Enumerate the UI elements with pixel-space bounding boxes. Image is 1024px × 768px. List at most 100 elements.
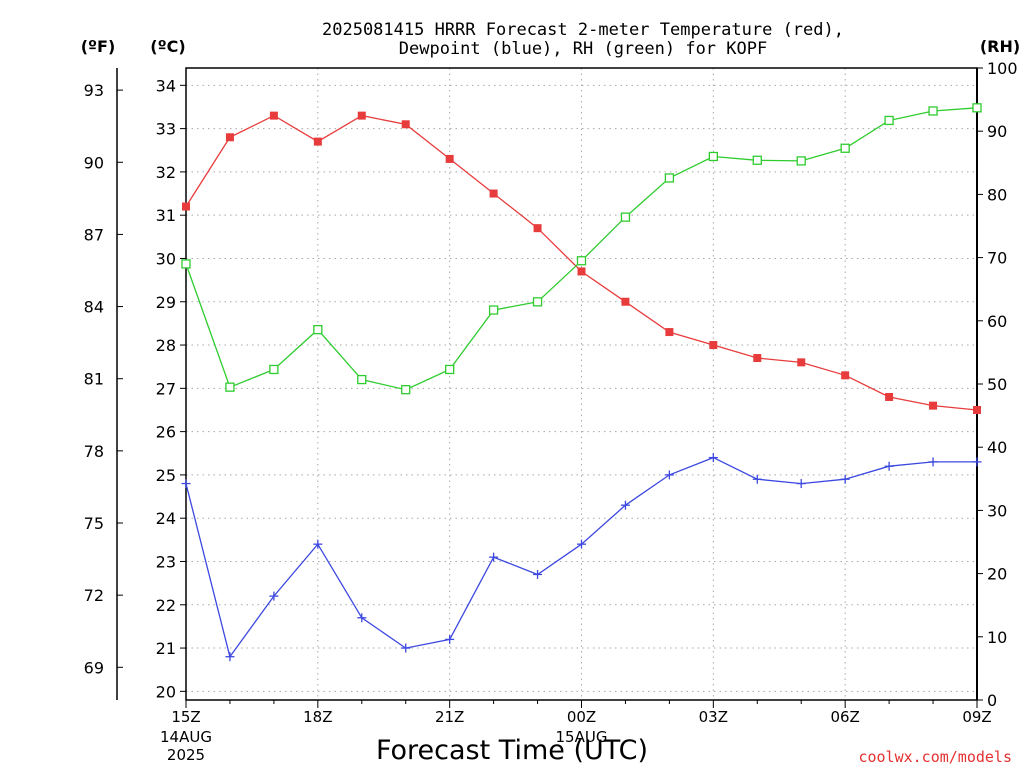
dewpoint-point <box>620 500 630 510</box>
chart-title-line2: Dewpoint (blue), RH (green) for KOPF <box>399 39 767 59</box>
fahrenheit-tick-label: 84 <box>84 298 104 317</box>
celsius-tick-label: 32 <box>156 163 176 182</box>
dewpoint-point <box>225 652 235 662</box>
rh-series <box>181 103 982 395</box>
rh-point <box>576 256 587 266</box>
credit-text: coolwx.com/models <box>858 748 1012 766</box>
celsius-tick-label: 22 <box>156 596 176 615</box>
fahrenheit-tick-label: 90 <box>84 153 104 172</box>
temperature-point <box>269 111 278 120</box>
temperature-point <box>665 328 674 337</box>
dewpoint-point <box>928 457 938 467</box>
temperature-point <box>533 224 542 233</box>
x-tick-label: 15Z <box>171 708 200 726</box>
rh-point <box>664 173 675 183</box>
axes <box>116 67 983 708</box>
rh-point <box>928 106 938 116</box>
fahrenheit-tick-label: 78 <box>84 442 104 461</box>
unit-label-rh: (RH) <box>980 37 1020 56</box>
dewpoint-point <box>664 470 674 480</box>
temperature-series <box>182 111 981 414</box>
celsius-tick-label: 25 <box>156 466 176 485</box>
x-tick-label: 18Z <box>303 708 332 726</box>
celsius-tick-label: 26 <box>156 423 176 442</box>
rh-point <box>840 143 850 153</box>
rh-point <box>532 297 543 307</box>
dewpoint-point <box>752 474 762 484</box>
rh-point <box>752 155 762 165</box>
temperature-point <box>445 154 454 163</box>
dewpoint-series <box>181 453 982 662</box>
x-tick-label: 09Z <box>962 708 991 726</box>
celsius-tick-label: 30 <box>156 249 176 268</box>
temperature-point <box>401 120 410 129</box>
rh-point <box>181 259 191 269</box>
celsius-tick-label: 33 <box>156 120 176 139</box>
temperature-point <box>489 189 498 198</box>
dewpoint-point <box>357 613 367 623</box>
dewpoint-point <box>533 569 543 579</box>
x-tick-label: 21Z <box>435 708 464 726</box>
unit-label-celsius: (ºC) <box>150 37 185 56</box>
rh-tick-label: 90 <box>987 122 1007 141</box>
tick-labels: 20 21 22 23 24 25 26 27 28 29 30 31 32 33 34 69 72 75 78 81… <box>84 59 1018 764</box>
dewpoint-point <box>445 634 455 644</box>
rh-point <box>488 305 499 315</box>
temperature-point <box>621 297 630 306</box>
dewpoint-point <box>313 539 323 549</box>
temperature-point <box>182 202 190 211</box>
rh-tick-label: 60 <box>987 312 1007 331</box>
x-tick-sublabel: 14AUG <box>160 728 212 746</box>
celsius-tick-label: 28 <box>156 336 176 355</box>
celsius-tick-label: 21 <box>156 639 176 658</box>
celsius-tick-label: 31 <box>156 206 176 225</box>
x-tick-label: 00Z <box>567 708 596 726</box>
dewpoint-point <box>489 552 499 562</box>
temperature-point <box>577 267 586 276</box>
data-series <box>181 103 982 662</box>
rh-line <box>185 107 978 391</box>
celsius-tick-label: 29 <box>156 293 176 312</box>
celsius-tick-label: 34 <box>156 76 176 95</box>
x-axis-label: Forecast Time (UTC) <box>376 735 648 766</box>
fahrenheit-tick-label: 69 <box>84 658 104 677</box>
dewpoint-point <box>840 474 850 484</box>
temperature-point <box>709 341 718 350</box>
temperature-point <box>357 111 366 120</box>
x-tick-label: 03Z <box>699 708 728 726</box>
rh-point <box>796 156 806 166</box>
rh-tick-label: 30 <box>987 501 1007 520</box>
dewpoint-point <box>577 539 586 549</box>
x-tick-sublabel: 2025 <box>167 746 205 764</box>
rh-point <box>225 382 235 392</box>
temperature-point <box>841 371 850 380</box>
rh-point <box>445 364 455 375</box>
fahrenheit-tick-label: 75 <box>84 514 104 533</box>
celsius-tick-label: 27 <box>156 379 176 398</box>
fahrenheit-tick-label: 72 <box>84 586 104 605</box>
temperature-point <box>973 405 981 414</box>
fahrenheit-tick-label: 87 <box>84 225 104 244</box>
temperature-point <box>753 354 762 363</box>
rh-point <box>708 151 718 162</box>
rh-point <box>620 212 631 222</box>
rh-tick-label: 50 <box>987 375 1007 394</box>
unit-label-fahrenheit: (ºF) <box>81 37 116 56</box>
celsius-tick-label: 20 <box>156 682 176 701</box>
dewpoint-point <box>708 453 718 463</box>
x-tick-label: 06Z <box>830 708 859 726</box>
dewpoint-point <box>401 643 411 653</box>
rh-point <box>313 324 323 335</box>
grid-lines <box>186 68 977 700</box>
rh-point <box>884 115 894 126</box>
dewpoint-point <box>972 457 982 467</box>
temperature-point <box>797 358 806 367</box>
temperature-point <box>313 137 322 146</box>
dewpoint-point <box>181 479 191 489</box>
rh-tick-label: 80 <box>987 185 1007 204</box>
chart-title-line1: 2025081415 HRRR Forecast 2-meter Tempera… <box>322 20 844 40</box>
celsius-tick-label: 24 <box>156 509 176 528</box>
fahrenheit-tick-label: 81 <box>84 370 104 389</box>
temperature-point <box>885 392 894 401</box>
